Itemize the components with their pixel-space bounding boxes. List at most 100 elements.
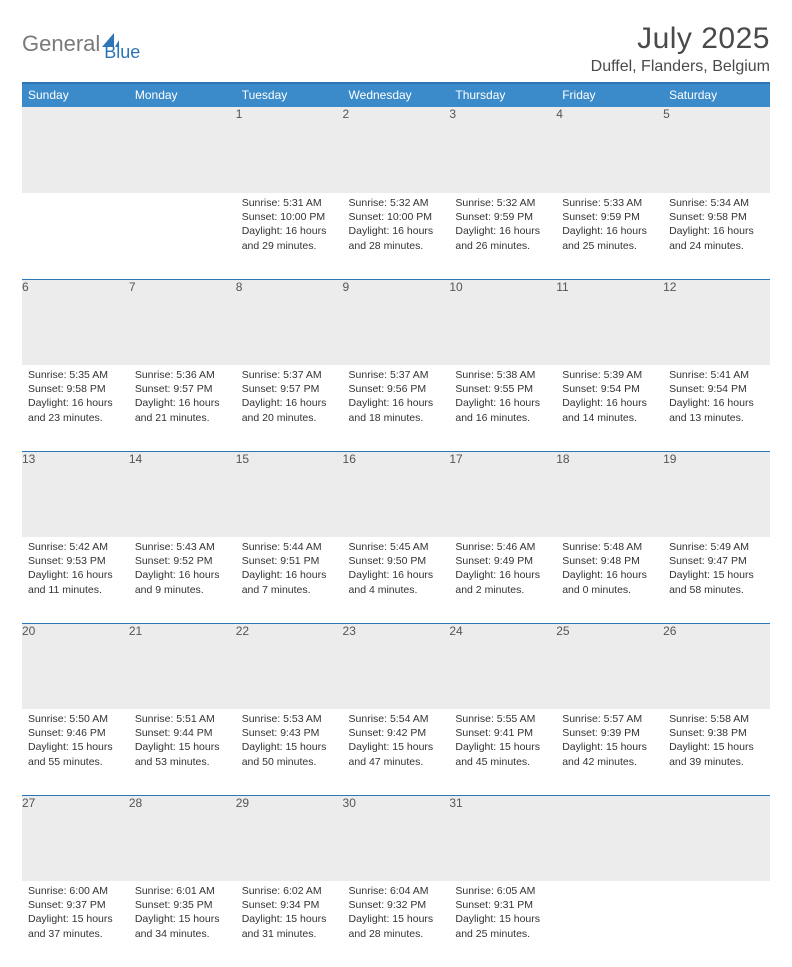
day-number: 2 [343,107,450,193]
empty-day-cell [129,193,236,279]
day-cell: Sunrise: 6:00 AMSunset: 9:37 PMDaylight:… [22,881,129,967]
weekday-header: Wednesday [343,84,450,107]
week-content-row: Sunrise: 6:00 AMSunset: 9:37 PMDaylight:… [22,881,770,967]
day-number: 25 [556,623,663,709]
empty-day-cell [663,881,770,967]
day-details: Sunrise: 5:51 AMSunset: 9:44 PMDaylight:… [129,709,236,775]
day-details: Sunrise: 5:46 AMSunset: 9:49 PMDaylight:… [449,537,556,603]
day-cell: Sunrise: 5:31 AMSunset: 10:00 PMDaylight… [236,193,343,279]
day-number: 28 [129,795,236,881]
day-details: Sunrise: 5:53 AMSunset: 9:43 PMDaylight:… [236,709,343,775]
empty-day-cell [22,193,129,279]
day-details: Sunrise: 5:45 AMSunset: 9:50 PMDaylight:… [343,537,450,603]
weekday-header: Sunday [22,84,129,107]
brand-word-2: Blue [104,24,140,63]
empty-day-number [129,107,236,193]
empty-day-number [556,795,663,881]
day-cell: Sunrise: 5:58 AMSunset: 9:38 PMDaylight:… [663,709,770,795]
day-cell: Sunrise: 5:39 AMSunset: 9:54 PMDaylight:… [556,365,663,451]
day-details: Sunrise: 5:58 AMSunset: 9:38 PMDaylight:… [663,709,770,775]
weekday-header: Tuesday [236,84,343,107]
day-cell: Sunrise: 5:48 AMSunset: 9:48 PMDaylight:… [556,537,663,623]
day-number: 16 [343,451,450,537]
day-number: 7 [129,279,236,365]
brand-logo: General Blue [22,22,140,63]
day-cell: Sunrise: 5:43 AMSunset: 9:52 PMDaylight:… [129,537,236,623]
day-number: 20 [22,623,129,709]
day-cell: Sunrise: 5:51 AMSunset: 9:44 PMDaylight:… [129,709,236,795]
day-number: 23 [343,623,450,709]
day-details: Sunrise: 5:55 AMSunset: 9:41 PMDaylight:… [449,709,556,775]
day-number: 13 [22,451,129,537]
day-number: 1 [236,107,343,193]
empty-day-number [22,107,129,193]
day-number: 10 [449,279,556,365]
day-cell: Sunrise: 6:02 AMSunset: 9:34 PMDaylight:… [236,881,343,967]
day-cell: Sunrise: 5:38 AMSunset: 9:55 PMDaylight:… [449,365,556,451]
day-number: 22 [236,623,343,709]
day-details: Sunrise: 5:41 AMSunset: 9:54 PMDaylight:… [663,365,770,431]
day-details: Sunrise: 5:39 AMSunset: 9:54 PMDaylight:… [556,365,663,431]
day-cell: Sunrise: 5:41 AMSunset: 9:54 PMDaylight:… [663,365,770,451]
day-cell: Sunrise: 5:49 AMSunset: 9:47 PMDaylight:… [663,537,770,623]
day-number: 5 [663,107,770,193]
title-block: July 2025 Duffel, Flanders, Belgium [591,22,770,76]
day-cell: Sunrise: 5:57 AMSunset: 9:39 PMDaylight:… [556,709,663,795]
day-number: 19 [663,451,770,537]
day-details: Sunrise: 6:02 AMSunset: 9:34 PMDaylight:… [236,881,343,947]
day-details: Sunrise: 5:35 AMSunset: 9:58 PMDaylight:… [22,365,129,431]
day-cell: Sunrise: 5:46 AMSunset: 9:49 PMDaylight:… [449,537,556,623]
weekday-header: Friday [556,84,663,107]
day-cell: Sunrise: 5:37 AMSunset: 9:57 PMDaylight:… [236,365,343,451]
day-details: Sunrise: 5:32 AMSunset: 9:59 PMDaylight:… [449,193,556,259]
week-number-row: 6789101112 [22,279,770,365]
day-details: Sunrise: 5:48 AMSunset: 9:48 PMDaylight:… [556,537,663,603]
day-details: Sunrise: 5:54 AMSunset: 9:42 PMDaylight:… [343,709,450,775]
empty-day-cell [556,881,663,967]
day-cell: Sunrise: 5:45 AMSunset: 9:50 PMDaylight:… [343,537,450,623]
day-number: 31 [449,795,556,881]
weekday-header: Thursday [449,84,556,107]
day-cell: Sunrise: 6:01 AMSunset: 9:35 PMDaylight:… [129,881,236,967]
day-cell: Sunrise: 5:36 AMSunset: 9:57 PMDaylight:… [129,365,236,451]
week-number-row: 12345 [22,107,770,193]
day-cell: Sunrise: 5:42 AMSunset: 9:53 PMDaylight:… [22,537,129,623]
day-cell: Sunrise: 5:37 AMSunset: 9:56 PMDaylight:… [343,365,450,451]
day-number: 15 [236,451,343,537]
day-details: Sunrise: 5:49 AMSunset: 9:47 PMDaylight:… [663,537,770,603]
week-content-row: Sunrise: 5:31 AMSunset: 10:00 PMDaylight… [22,193,770,279]
day-number: 30 [343,795,450,881]
day-details: Sunrise: 5:31 AMSunset: 10:00 PMDaylight… [236,193,343,259]
week-content-row: Sunrise: 5:50 AMSunset: 9:46 PMDaylight:… [22,709,770,795]
day-number: 4 [556,107,663,193]
day-cell: Sunrise: 6:04 AMSunset: 9:32 PMDaylight:… [343,881,450,967]
day-number: 21 [129,623,236,709]
day-cell: Sunrise: 6:05 AMSunset: 9:31 PMDaylight:… [449,881,556,967]
day-details: Sunrise: 5:36 AMSunset: 9:57 PMDaylight:… [129,365,236,431]
week-number-row: 2728293031 [22,795,770,881]
day-cell: Sunrise: 5:50 AMSunset: 9:46 PMDaylight:… [22,709,129,795]
day-cell: Sunrise: 5:35 AMSunset: 9:58 PMDaylight:… [22,365,129,451]
weekday-header: Monday [129,84,236,107]
day-number: 14 [129,451,236,537]
day-details: Sunrise: 5:33 AMSunset: 9:59 PMDaylight:… [556,193,663,259]
location-subtitle: Duffel, Flanders, Belgium [591,58,770,76]
day-number: 6 [22,279,129,365]
day-number: 27 [22,795,129,881]
day-cell: Sunrise: 5:44 AMSunset: 9:51 PMDaylight:… [236,537,343,623]
day-details: Sunrise: 5:44 AMSunset: 9:51 PMDaylight:… [236,537,343,603]
day-details: Sunrise: 5:37 AMSunset: 9:57 PMDaylight:… [236,365,343,431]
day-details: Sunrise: 5:57 AMSunset: 9:39 PMDaylight:… [556,709,663,775]
day-number: 26 [663,623,770,709]
day-number: 8 [236,279,343,365]
brand-word-1: General [22,31,100,57]
day-details: Sunrise: 5:50 AMSunset: 9:46 PMDaylight:… [22,709,129,775]
day-number: 18 [556,451,663,537]
day-cell: Sunrise: 5:33 AMSunset: 9:59 PMDaylight:… [556,193,663,279]
week-content-row: Sunrise: 5:35 AMSunset: 9:58 PMDaylight:… [22,365,770,451]
week-number-row: 13141516171819 [22,451,770,537]
weekday-header: Saturday [663,84,770,107]
day-details: Sunrise: 6:00 AMSunset: 9:37 PMDaylight:… [22,881,129,947]
calendar-container: Sunday Monday Tuesday Wednesday Thursday… [22,82,770,967]
weekday-header-row: Sunday Monday Tuesday Wednesday Thursday… [22,84,770,107]
